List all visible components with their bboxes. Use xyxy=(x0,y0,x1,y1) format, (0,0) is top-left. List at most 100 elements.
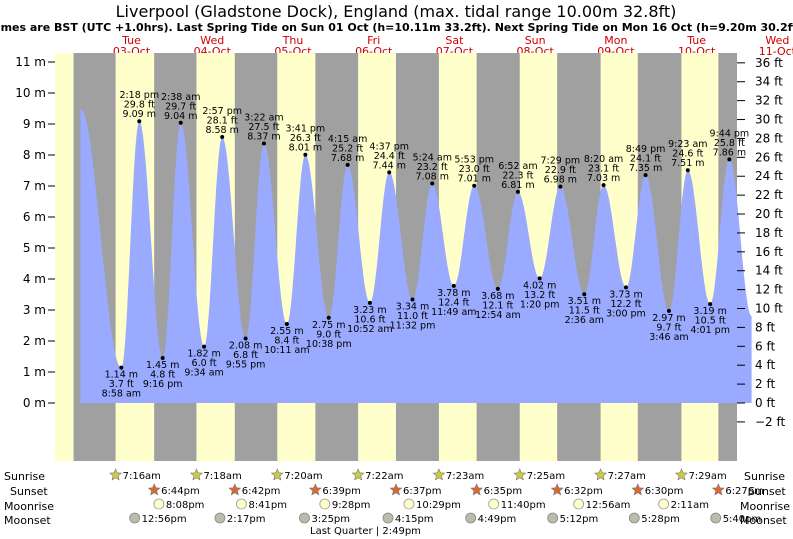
tide-label: 4.02 m xyxy=(523,280,556,291)
day-of-week: Fri xyxy=(367,34,380,47)
moonset-icon xyxy=(710,512,722,524)
tide-label: 9.09 m xyxy=(123,109,156,120)
day-of-week: Wed xyxy=(765,34,789,47)
tide-point xyxy=(410,297,415,302)
tide-label: 7.86 m xyxy=(713,147,746,158)
y-tick-label-ft: 18 ft xyxy=(755,226,783,240)
sunrise-icon xyxy=(594,468,608,481)
moonset-icon xyxy=(299,512,310,524)
tide-label: 3:22 am xyxy=(244,113,283,124)
tide-label: 4:15 am xyxy=(328,134,367,145)
y-tick-label-m: 5 m xyxy=(23,241,46,255)
moonset-icon xyxy=(382,512,394,524)
sunrise-time: 7:23am xyxy=(446,471,484,482)
y-tick-label-ft: 6 ft xyxy=(755,339,775,353)
tide-label: 22.9 ft xyxy=(545,165,576,176)
moonrise-label-left: Moonrise xyxy=(4,500,54,513)
tide-label: 9.0 ft xyxy=(316,329,341,340)
y-tick-label-ft: 10 ft xyxy=(755,302,783,316)
tide-label: 8.4 ft xyxy=(274,335,299,346)
sunset-time: 6:42pm xyxy=(242,486,281,497)
tide-label: 9:34 am xyxy=(184,368,223,379)
tide-label: 9:55 pm xyxy=(226,360,266,371)
tide-point xyxy=(284,321,289,326)
tide-label: 2.75 m xyxy=(312,320,345,331)
tide-label: 12.1 ft xyxy=(482,300,513,311)
sunrise-icon xyxy=(270,468,284,481)
sunset-icon xyxy=(470,483,484,496)
tide-label: 7.35 m xyxy=(629,163,662,174)
tide-label: 23.1 ft xyxy=(588,164,619,175)
day-of-week: Tue xyxy=(686,34,706,47)
tide-label: 7.03 m xyxy=(587,173,620,184)
sunrise-icon xyxy=(432,468,446,481)
tide-label: 6.0 ft xyxy=(192,358,217,369)
tide-point xyxy=(515,189,520,194)
moonrise-icon xyxy=(403,498,415,510)
tide-point xyxy=(558,184,563,189)
moonset-icon xyxy=(465,512,477,524)
tide-label: 10:38 pm xyxy=(306,339,352,350)
y-tick-label-ft: 26 ft xyxy=(755,150,783,164)
sunrise-time: 7:16am xyxy=(123,471,161,482)
tide-label: 8:49 pm xyxy=(626,144,666,155)
tide-label: 13.2 ft xyxy=(524,290,555,301)
moonset-time: 5:28pm xyxy=(641,514,680,525)
y-tick-label-ft: 32 ft xyxy=(755,94,783,108)
tide-point xyxy=(119,365,124,370)
moonrise-time: 2:11am xyxy=(671,500,709,511)
tide-label: 7.44 m xyxy=(373,160,406,171)
tide-label: 4:01 pm xyxy=(690,325,730,336)
moonrise-icon xyxy=(153,498,165,510)
tide-point xyxy=(387,170,392,175)
sunrise-time: 7:27am xyxy=(608,471,646,482)
tide-point xyxy=(582,292,587,297)
y-tick-label-m: 3 m xyxy=(23,303,46,317)
tide-label: 3:00 pm xyxy=(606,308,646,319)
tide-label: 11.5 ft xyxy=(569,306,600,317)
y-tick-label-ft: 36 ft xyxy=(755,56,783,70)
sunrise-time: 7:25am xyxy=(527,471,565,482)
tide-label: 11:49 am xyxy=(431,307,476,318)
tide-point xyxy=(495,286,500,291)
tide-label: 9:23 am xyxy=(668,139,707,150)
tide-label: 7.08 m xyxy=(416,172,449,183)
tide-label: 6:52 am xyxy=(498,161,537,172)
tide-label: 4.8 ft xyxy=(150,370,175,381)
chart-title: Liverpool (Gladstone Dock), England (max… xyxy=(116,2,677,21)
moonrise-time: 10:29pm xyxy=(416,500,461,511)
moonset-time: 5:12pm xyxy=(560,514,599,525)
tide-label: 6.81 m xyxy=(501,180,534,191)
day-of-week: Sun xyxy=(525,34,546,47)
tide-label: 8:58 am xyxy=(102,389,141,400)
moonset-icon xyxy=(547,512,559,524)
tide-point xyxy=(472,183,477,188)
sunset-icon xyxy=(631,483,645,496)
moonrise-label-right: Moonrise xyxy=(740,500,790,513)
y-tick-label-m: 2 m xyxy=(23,334,46,348)
y-tick-label-m: 10 m xyxy=(15,86,46,100)
tide-label: 12:54 am xyxy=(475,310,520,321)
sunset-label-left: Sunset xyxy=(10,485,48,498)
sunrise-icon xyxy=(674,468,688,481)
plot-area xyxy=(55,53,752,461)
tide-label: 6.8 ft xyxy=(233,350,258,361)
tide-label: 1.45 m xyxy=(146,360,179,371)
y-tick-label-ft: 14 ft xyxy=(755,264,783,278)
tide-point xyxy=(685,168,690,173)
y-tick-label-m: 8 m xyxy=(23,148,46,162)
tide-point xyxy=(345,162,350,167)
y-tick-label-ft: 4 ft xyxy=(755,358,775,372)
moonset-label-right: Moonset xyxy=(740,514,787,527)
sunrise-label-right: Sunrise xyxy=(744,470,785,483)
tide-label: 11.0 ft xyxy=(397,311,428,322)
moonrise-icon xyxy=(573,498,585,510)
tide-label: 24.4 ft xyxy=(374,151,405,162)
sunrise-time: 7:29am xyxy=(688,471,726,482)
sunset-time: 6:39pm xyxy=(322,486,361,497)
tide-label: 24.1 ft xyxy=(630,154,661,165)
sunrise-icon xyxy=(109,468,123,481)
y-tick-label-ft: 24 ft xyxy=(755,169,783,183)
